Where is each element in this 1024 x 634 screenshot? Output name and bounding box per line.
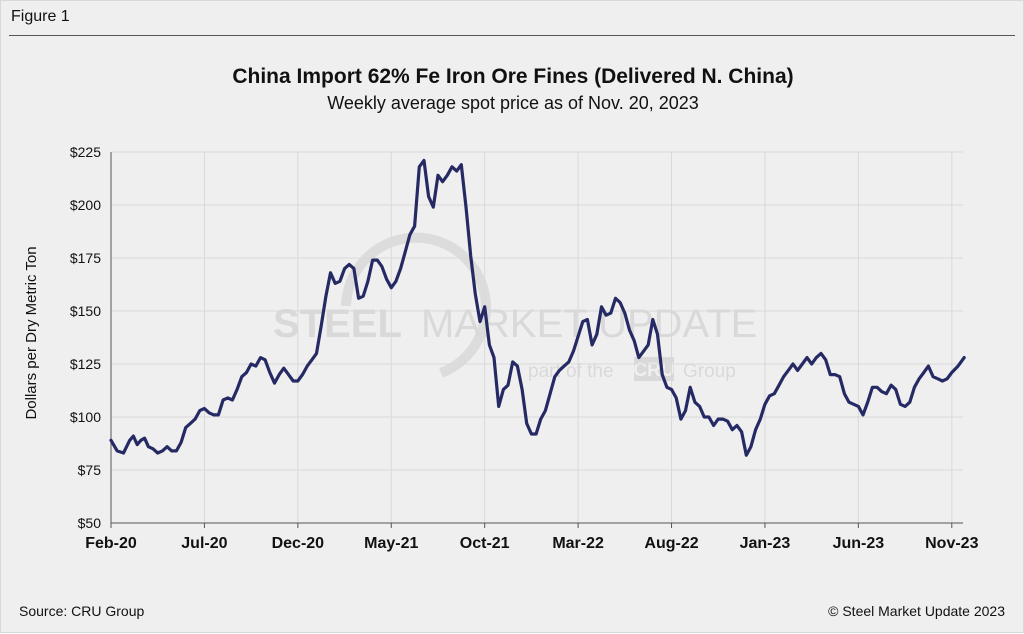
figure-label: Figure 1	[11, 8, 70, 25]
chart-title: China Import 62% Fe Iron Ore Fines (Deli…	[232, 65, 794, 88]
x-tick-label: Mar-22	[552, 535, 604, 552]
watermark-cru-badge	[634, 357, 674, 381]
x-tick-label: Nov-23	[925, 535, 978, 552]
price-series-line	[109, 158, 966, 457]
x-tick-label: May-21	[364, 535, 418, 552]
y-tick-label: $50	[78, 515, 102, 531]
chart-axes	[110, 152, 963, 524]
y-tick-label: $175	[70, 250, 101, 266]
y-tick-label: $100	[70, 409, 101, 425]
x-tick-label: Jul-20	[181, 535, 227, 552]
x-tick-label: Dec-20	[272, 535, 325, 552]
watermark-cru-logo: CRU	[633, 360, 674, 381]
watermark-steel: STEEL	[273, 302, 402, 346]
y-axis-ticks: $50 $75 $100 $125 $150 $175 $200 $225	[70, 144, 101, 531]
y-axis-label: Dollars per Dry Metric Ton	[23, 246, 40, 419]
watermark-swoosh	[341, 232, 491, 378]
x-tick-label: Jun-23	[833, 535, 885, 552]
x-tick-label: Feb-20	[85, 535, 137, 552]
y-tick-label: $125	[70, 356, 101, 372]
watermark-part-of-the: part of the	[528, 361, 614, 382]
x-tick-label: Jan-23	[740, 535, 791, 552]
source-note: Source: CRU Group	[19, 603, 145, 619]
copyright-note: © Steel Market Update 2023	[828, 603, 1005, 619]
x-axis-ticks: Feb-20 Jul-20 Dec-20 May-21 Oct-21 Mar-22 Aug-…	[85, 523, 979, 552]
watermark-group: Group	[683, 361, 736, 382]
y-tick-label: $150	[70, 303, 101, 319]
y-tick-label: $200	[70, 197, 101, 213]
y-tick-label: $225	[70, 144, 101, 160]
x-tick-label: Oct-21	[460, 535, 510, 552]
y-tick-label: $75	[78, 462, 102, 478]
chart-series	[109, 158, 966, 457]
figure-divider	[9, 35, 1015, 36]
x-tick-label: Aug-22	[644, 535, 698, 552]
chart-subtitle: Weekly average spot price as of Nov. 20,…	[327, 93, 699, 113]
